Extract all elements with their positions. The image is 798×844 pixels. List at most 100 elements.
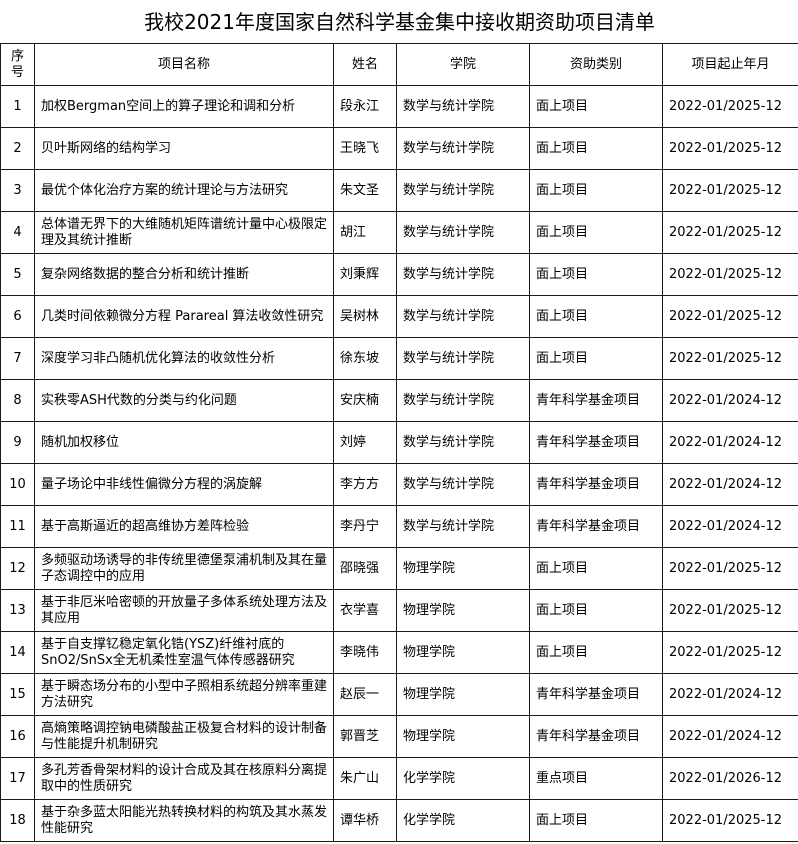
table-cell: 2022-01/2025-12 xyxy=(661,547,798,590)
table-row: 8 实秩零ASH代数的分类与约化问题 安庆楠 数学与统计学院 青年科学基金项目 2022-… xyxy=(0,379,798,422)
table-cell: 2022-01/2024-12 xyxy=(661,715,798,758)
table-cell: 复杂网络数据的整合分析和统计推断 xyxy=(34,253,334,296)
table-cell: 2 xyxy=(0,127,35,170)
table-cell: 青年科学基金项目 xyxy=(529,379,663,422)
table-cell: 数学与统计学院 xyxy=(396,505,530,548)
table-cell: 重点项目 xyxy=(529,757,663,800)
table-cell: 徐东坡 xyxy=(333,337,397,380)
table-cell: 基于高斯逼近的超高维协方差阵检验 xyxy=(34,505,334,548)
table-cell: 2022-01/2025-12 xyxy=(661,589,798,632)
table-cell: 物理学院 xyxy=(396,589,530,632)
table-cell: 数学与统计学院 xyxy=(396,379,530,422)
table-cell: 9 xyxy=(0,421,35,464)
table-cell: 面上项目 xyxy=(529,337,663,380)
table-cell: 2022-01/2024-12 xyxy=(661,463,798,506)
table-cell: 2022-01/2025-12 xyxy=(661,253,798,296)
table-row: 5 复杂网络数据的整合分析和统计推断 刘秉辉 数学与统计学院 面上项目 2022-01/2… xyxy=(0,253,798,296)
table-cell: 面上项目 xyxy=(529,127,663,170)
table-row: 15 基于瞬态场分布的小型中子照相系统超分辨率重建方法研究 赵辰一 物理学院 青年科学基… xyxy=(0,673,798,716)
table-row: 3 最优个体化治疗方案的统计理论与方法研究 朱文圣 数学与统计学院 面上项目 2022-0… xyxy=(0,169,798,212)
column-header: 学院 xyxy=(396,43,530,86)
table-cell: 高熵策略调控钠电磷酸盐正极复合材料的设计制备与性能提升机制研究 xyxy=(34,715,334,758)
table-row: 18 基于杂多蓝太阳能光热转换材料的构筑及其水蒸发性能研究 谭华桥 化学学院 面上项目 2… xyxy=(0,799,798,842)
table-cell: 17 xyxy=(0,757,35,800)
table-cell: 面上项目 xyxy=(529,85,663,128)
table-cell: 量子场论中非线性偏微分方程的涡旋解 xyxy=(34,463,334,506)
table-cell: 面上项目 xyxy=(529,169,663,212)
table-cell: 10 xyxy=(0,463,35,506)
table-cell: 朱文圣 xyxy=(333,169,397,212)
table-cell: 安庆楠 xyxy=(333,379,397,422)
table-cell: 多孔芳香骨架材料的设计合成及其在核原料分离提取中的性质研究 xyxy=(34,757,334,800)
table-cell: 化学学院 xyxy=(396,757,530,800)
table-cell: 青年科学基金项目 xyxy=(529,505,663,548)
table-cell: 邵晓强 xyxy=(333,547,397,590)
table-cell: 16 xyxy=(0,715,35,758)
table-cell: 朱广山 xyxy=(333,757,397,800)
table-cell: 14 xyxy=(0,631,35,674)
table-row: 12 多频驱动场诱导的非传统里德堡泵浦机制及其在量子态调控中的应用 邵晓强 物理学院面… xyxy=(0,547,798,590)
table-row: 13 基于非厄米哈密顿的开放量子多体系统处理方法及其应用 衣学喜 物理学院 面上项目 20… xyxy=(0,589,798,632)
table-cell: 赵辰一 xyxy=(333,673,397,716)
table-cell: 总体谱无界下的大维随机矩阵谱统计量中心极限定理及其统计推断 xyxy=(34,211,334,254)
table-cell: 2022-01/2026-12 xyxy=(661,757,798,800)
column-header: 项目起止年月 xyxy=(661,43,798,86)
table-cell: 深度学习非凸随机优化算法的收敛性分析 xyxy=(34,337,334,380)
table-cell: 15 xyxy=(0,673,35,716)
table-cell: 最优个体化治疗方案的统计理论与方法研究 xyxy=(34,169,334,212)
table-row: 2 贝叶斯网络的结构学习 王晓飞 数学与统计学院 面上项目 2022-01/2025-12 xyxy=(0,127,798,170)
table-cell: 化学学院 xyxy=(396,799,530,842)
table-cell: 刘婷 xyxy=(333,421,397,464)
table-cell: 2022-01/2024-12 xyxy=(661,379,798,422)
table-cell: 2022-01/2025-12 xyxy=(661,295,798,338)
table-cell: 数学与统计学院 xyxy=(396,463,530,506)
table-cell: 面上项目 xyxy=(529,547,663,590)
table-cell: 数学与统计学院 xyxy=(396,127,530,170)
table-cell: 实秩零ASH代数的分类与约化问题 xyxy=(34,379,334,422)
table-cell: 2022-01/2024-12 xyxy=(661,673,798,716)
table-cell: 李丹宁 xyxy=(333,505,397,548)
table-row: 11 基于高斯逼近的超高维协方差阵检验 李丹宁 数学与统计学院 青年科学基金项目 2022… xyxy=(0,505,798,548)
table-cell: 胡江 xyxy=(333,211,397,254)
table-cell: 2022-01/2025-12 xyxy=(661,127,798,170)
table-row: 1 加权Bergman空间上的算子理论和调和分析 段永江 数学与统计学院 面上项目 202… xyxy=(0,85,798,128)
table-cell: 吴树林 xyxy=(333,295,397,338)
table-cell: 2022-01/2024-12 xyxy=(661,421,798,464)
table-cell: 数学与统计学院 xyxy=(396,253,530,296)
column-header: 项目名称 xyxy=(34,43,334,86)
table-cell: 基于自支撑钇稳定氧化锆(YSZ)纤维衬底的SnO2/SnSx全无机柔性室温气体传… xyxy=(34,631,334,674)
table-cell: 2022-01/2025-12 xyxy=(661,799,798,842)
table-cell: 段永江 xyxy=(333,85,397,128)
table-cell: 刘秉辉 xyxy=(333,253,397,296)
table-cell: 随机加权移位 xyxy=(34,421,334,464)
column-header: 序号 xyxy=(0,43,35,86)
table-cell: 郭晋芝 xyxy=(333,715,397,758)
table-cell: 数学与统计学院 xyxy=(396,85,530,128)
table-cell: 18 xyxy=(0,799,35,842)
table-cell: 13 xyxy=(0,589,35,632)
table-cell: 物理学院 xyxy=(396,715,530,758)
table-cell: 青年科学基金项目 xyxy=(529,463,663,506)
table-row: 4 总体谱无界下的大维随机矩阵谱统计量中心极限定理及其统计推断 胡江 数学与统计学院面… xyxy=(0,211,798,254)
table-row: 14 基于自支撑钇稳定氧化锆(YSZ)纤维衬底的SnO2/SnSx全无机柔性室温气… xyxy=(0,631,798,674)
table-cell: 面上项目 xyxy=(529,799,663,842)
table-cell: 3 xyxy=(0,169,35,212)
table-cell: 2022-01/2025-12 xyxy=(661,211,798,254)
table-cell: 物理学院 xyxy=(396,547,530,590)
table-cell: 11 xyxy=(0,505,35,548)
table-cell: 2022-01/2025-12 xyxy=(661,631,798,674)
table-cell: 加权Bergman空间上的算子理论和调和分析 xyxy=(34,85,334,128)
table-cell: 数学与统计学院 xyxy=(396,337,530,380)
table-cell: 数学与统计学院 xyxy=(396,169,530,212)
table-cell: 面上项目 xyxy=(529,631,663,674)
table-cell: 多频驱动场诱导的非传统里德堡泵浦机制及其在量子态调控中的应用 xyxy=(34,547,334,590)
table-cell: 衣学喜 xyxy=(333,589,397,632)
table-cell: 2022-01/2025-12 xyxy=(661,169,798,212)
table-cell: 数学与统计学院 xyxy=(396,421,530,464)
table-cell: 物理学院 xyxy=(396,673,530,716)
table-cell: 4 xyxy=(0,211,35,254)
table-cell: 2022-01/2025-12 xyxy=(661,337,798,380)
table-cell: 2022-01/2025-12 xyxy=(661,85,798,128)
table-cell: 贝叶斯网络的结构学习 xyxy=(34,127,334,170)
